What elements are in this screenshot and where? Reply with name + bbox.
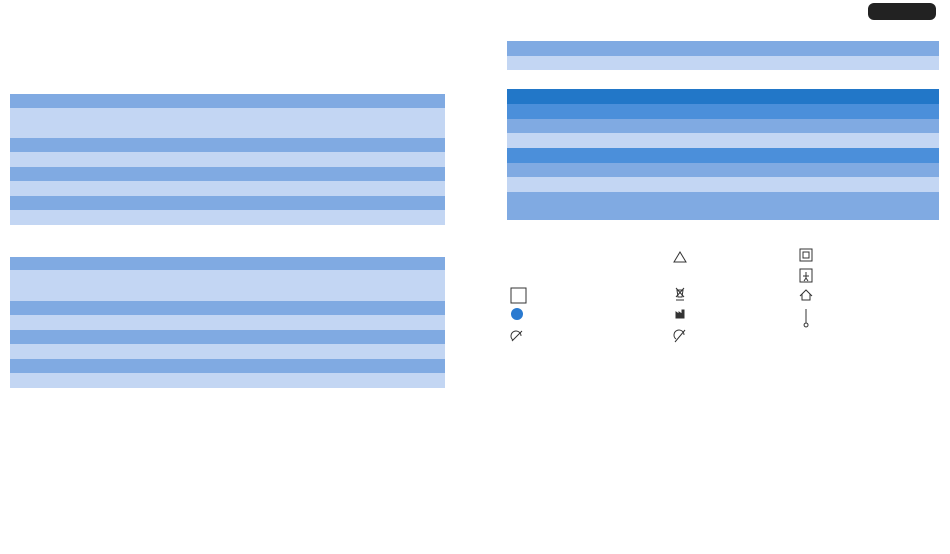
row	[507, 148, 939, 163]
row	[507, 177, 939, 192]
indoor-icon	[799, 289, 813, 301]
row	[507, 104, 939, 119]
row	[507, 41, 939, 56]
class-ii-icon	[799, 248, 813, 262]
row	[10, 181, 445, 196]
warning-icon	[673, 251, 687, 263]
tab-pill	[868, 3, 936, 20]
row	[507, 119, 939, 133]
power-icon	[510, 330, 523, 342]
checkbox-icon	[510, 287, 527, 304]
row	[507, 56, 939, 70]
type-bf-icon	[799, 268, 813, 283]
row	[10, 315, 445, 330]
row	[10, 196, 445, 210]
row	[10, 344, 445, 359]
power-icon	[673, 329, 686, 343]
manufacturer-icon	[675, 309, 685, 319]
row	[10, 359, 445, 373]
row	[507, 89, 939, 104]
row	[10, 108, 445, 138]
row	[10, 138, 445, 152]
weee-icon	[675, 287, 685, 301]
row	[507, 133, 939, 148]
row	[10, 210, 445, 225]
type-bf-icon	[803, 272, 809, 282]
class-ii-icon	[802, 251, 810, 259]
row	[507, 163, 939, 177]
row	[10, 373, 445, 388]
row	[10, 94, 445, 108]
temperature-icon	[803, 309, 809, 328]
row	[10, 257, 445, 270]
row	[10, 330, 445, 344]
row	[10, 301, 445, 315]
row	[507, 192, 939, 220]
row	[10, 152, 445, 167]
row	[10, 270, 445, 301]
manual-icon	[511, 308, 523, 320]
row	[10, 167, 445, 181]
